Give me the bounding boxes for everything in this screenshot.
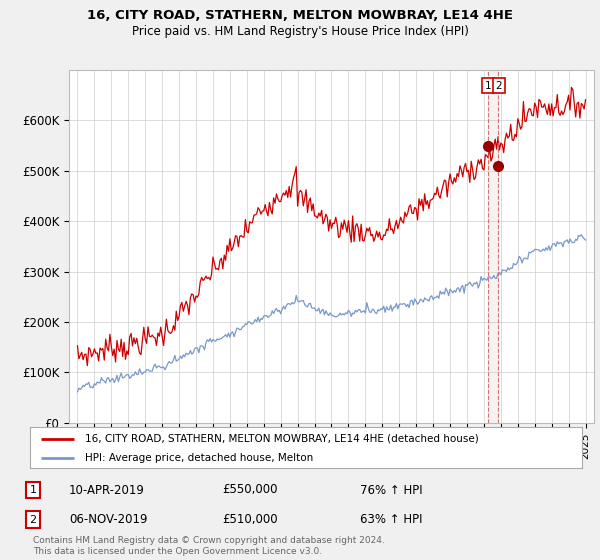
- Text: £550,000: £550,000: [222, 483, 277, 497]
- Bar: [488, 70, 498, 423]
- Text: 16, CITY ROAD, STATHERN, MELTON MOWBRAY, LE14 4HE: 16, CITY ROAD, STATHERN, MELTON MOWBRAY,…: [87, 9, 513, 22]
- Text: 1: 1: [29, 485, 37, 495]
- Text: 06-NOV-2019: 06-NOV-2019: [69, 513, 148, 526]
- Text: 76% ↑ HPI: 76% ↑ HPI: [360, 483, 422, 497]
- Text: 1: 1: [484, 81, 491, 91]
- Text: 2: 2: [29, 515, 37, 525]
- Text: 16, CITY ROAD, STATHERN, MELTON MOWBRAY, LE14 4HE (detached house): 16, CITY ROAD, STATHERN, MELTON MOWBRAY,…: [85, 433, 479, 444]
- Text: £510,000: £510,000: [222, 513, 278, 526]
- Text: 2: 2: [496, 81, 502, 91]
- Text: 63% ↑ HPI: 63% ↑ HPI: [360, 513, 422, 526]
- Text: HPI: Average price, detached house, Melton: HPI: Average price, detached house, Melt…: [85, 452, 313, 463]
- Text: Price paid vs. HM Land Registry's House Price Index (HPI): Price paid vs. HM Land Registry's House …: [131, 25, 469, 38]
- Text: 10-APR-2019: 10-APR-2019: [69, 483, 145, 497]
- Text: Contains HM Land Registry data © Crown copyright and database right 2024.
This d: Contains HM Land Registry data © Crown c…: [33, 536, 385, 556]
